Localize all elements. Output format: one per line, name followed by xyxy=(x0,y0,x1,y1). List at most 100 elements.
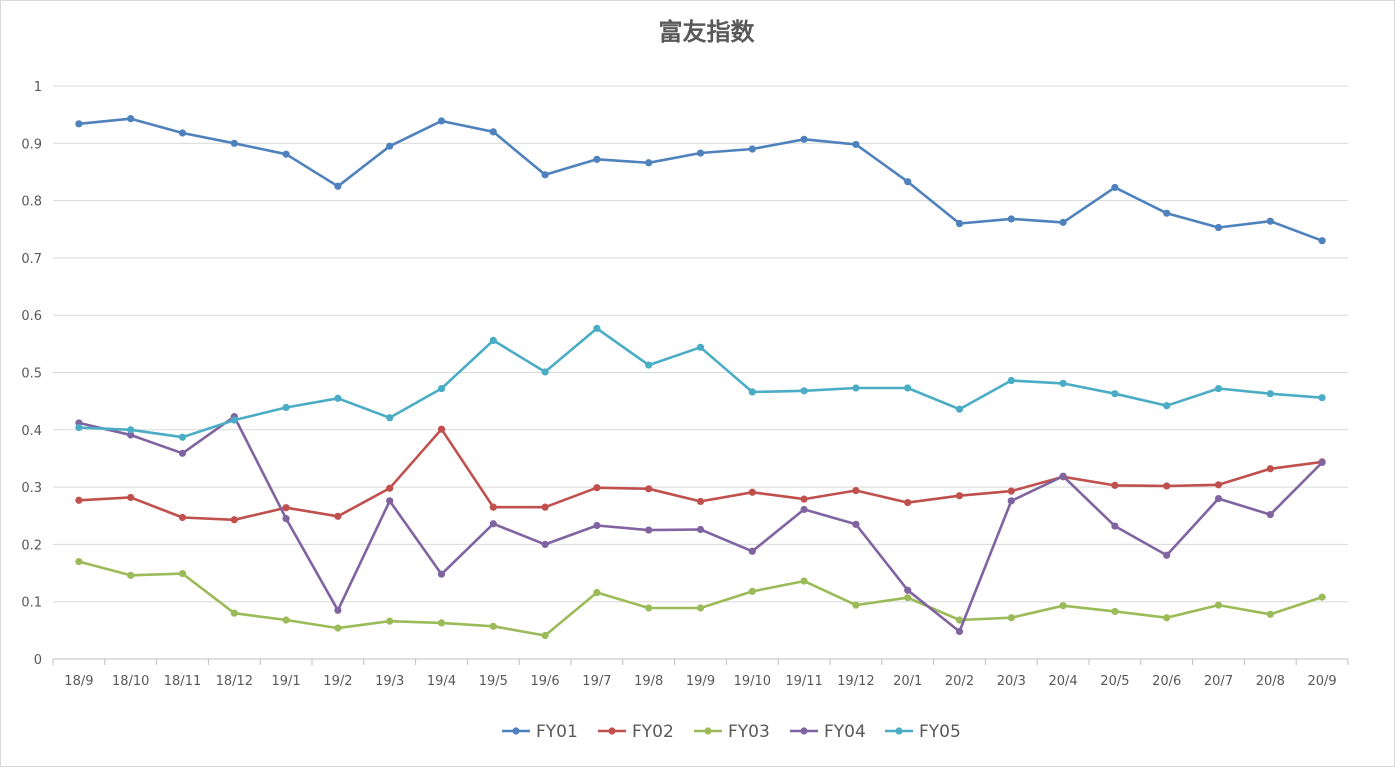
x-tick-label: 20/6 xyxy=(1152,674,1181,689)
x-tick-label: 19/5 xyxy=(479,674,508,689)
legend-marker xyxy=(512,727,520,735)
data-point xyxy=(593,155,601,163)
data-point xyxy=(230,139,238,147)
y-tick-label: 0.9 xyxy=(21,137,42,152)
data-point xyxy=(230,516,238,524)
data-point xyxy=(489,336,497,345)
data-point xyxy=(696,604,705,612)
data-point xyxy=(541,503,549,511)
data-point xyxy=(1318,394,1326,402)
y-tick-label: 0.7 xyxy=(21,252,42,267)
data-point xyxy=(645,485,653,493)
data-point xyxy=(1059,218,1067,226)
data-point xyxy=(541,171,549,179)
data-point xyxy=(230,416,238,424)
data-point xyxy=(1266,217,1274,225)
legend-label: FY03 xyxy=(728,722,770,742)
y-tick-label: 0.1 xyxy=(21,596,42,611)
data-point xyxy=(1059,379,1067,387)
data-point xyxy=(334,512,342,520)
data-point xyxy=(282,616,290,624)
data-point xyxy=(1266,390,1274,398)
data-point xyxy=(904,594,912,602)
data-point xyxy=(1214,223,1223,232)
data-point xyxy=(904,586,912,594)
data-point xyxy=(1214,601,1223,609)
data-point xyxy=(1163,551,1171,559)
x-tick-label: 19/6 xyxy=(530,674,559,689)
x-tick-label: 19/7 xyxy=(582,674,611,689)
data-point xyxy=(386,617,394,625)
data-point xyxy=(1111,607,1119,616)
series-line xyxy=(77,117,1324,242)
data-point xyxy=(645,159,653,167)
x-tick-label: 19/3 xyxy=(375,674,404,689)
data-point xyxy=(696,149,705,157)
legend-marker xyxy=(608,727,616,735)
data-point xyxy=(1214,384,1223,393)
data-point xyxy=(852,601,860,609)
data-point xyxy=(696,525,705,534)
legend-marker xyxy=(895,727,903,735)
data-point xyxy=(748,547,756,555)
data-point xyxy=(437,619,446,627)
x-tick-label: 20/8 xyxy=(1256,674,1285,689)
data-point xyxy=(696,343,705,351)
x-tick-label: 18/10 xyxy=(112,674,149,689)
data-point xyxy=(1163,209,1171,217)
legend-label: FY02 xyxy=(632,722,674,742)
data-point xyxy=(645,361,653,369)
data-point xyxy=(748,145,756,153)
x-tick-label: 18/12 xyxy=(216,674,253,689)
legend-marker xyxy=(704,727,712,735)
data-point xyxy=(1214,494,1223,503)
series-line xyxy=(77,415,1324,633)
data-point xyxy=(489,128,497,136)
data-point xyxy=(75,120,83,128)
data-point xyxy=(696,497,705,506)
data-point xyxy=(904,498,912,507)
series-line xyxy=(77,560,1324,637)
gridlines xyxy=(53,85,1348,603)
legend-item-fy04: FY04 xyxy=(790,722,866,742)
x-tick-label: 20/3 xyxy=(997,674,1026,689)
data-point xyxy=(178,129,187,137)
data-point xyxy=(75,423,83,432)
data-point xyxy=(1163,482,1171,490)
data-point xyxy=(1318,593,1326,601)
data-point xyxy=(386,142,394,150)
data-point xyxy=(1266,511,1274,519)
data-point xyxy=(1007,497,1015,505)
data-point xyxy=(334,624,342,632)
data-point xyxy=(230,609,238,617)
data-point xyxy=(800,387,808,395)
data-point xyxy=(282,515,290,523)
data-point xyxy=(955,219,964,228)
data-point xyxy=(1007,215,1015,223)
series-fy02 xyxy=(75,425,1326,524)
data-point xyxy=(75,557,83,566)
series-fy01 xyxy=(75,115,1326,245)
data-point xyxy=(127,431,135,439)
data-point xyxy=(1059,472,1067,480)
x-axis: 18/9 18/10 18/11 18/12 19/1 19/2 19/3 19/4 19/5 1… xyxy=(52,658,1349,689)
legend-item-fy01: FY01 xyxy=(502,722,578,742)
x-tick-label: 19/12 xyxy=(837,674,874,689)
data-point xyxy=(1111,522,1119,530)
data-point xyxy=(748,587,756,595)
x-tick-label: 19/4 xyxy=(427,674,456,689)
data-point xyxy=(1318,458,1326,467)
legend-label: FY05 xyxy=(919,722,961,742)
x-tick-label: 20/5 xyxy=(1100,674,1129,689)
data-point xyxy=(904,178,912,186)
data-point xyxy=(127,426,135,434)
data-point xyxy=(852,520,860,528)
x-tick-label: 18/11 xyxy=(164,674,201,689)
legend-label: FY04 xyxy=(824,722,866,742)
data-point xyxy=(748,388,756,396)
data-point xyxy=(593,588,601,597)
data-point xyxy=(334,606,342,614)
data-point xyxy=(904,384,912,392)
y-axis: 0 0.1 0.2 0.3 0.4 0.5 0.6 0.7 0.8 0.9 1 xyxy=(21,80,42,668)
